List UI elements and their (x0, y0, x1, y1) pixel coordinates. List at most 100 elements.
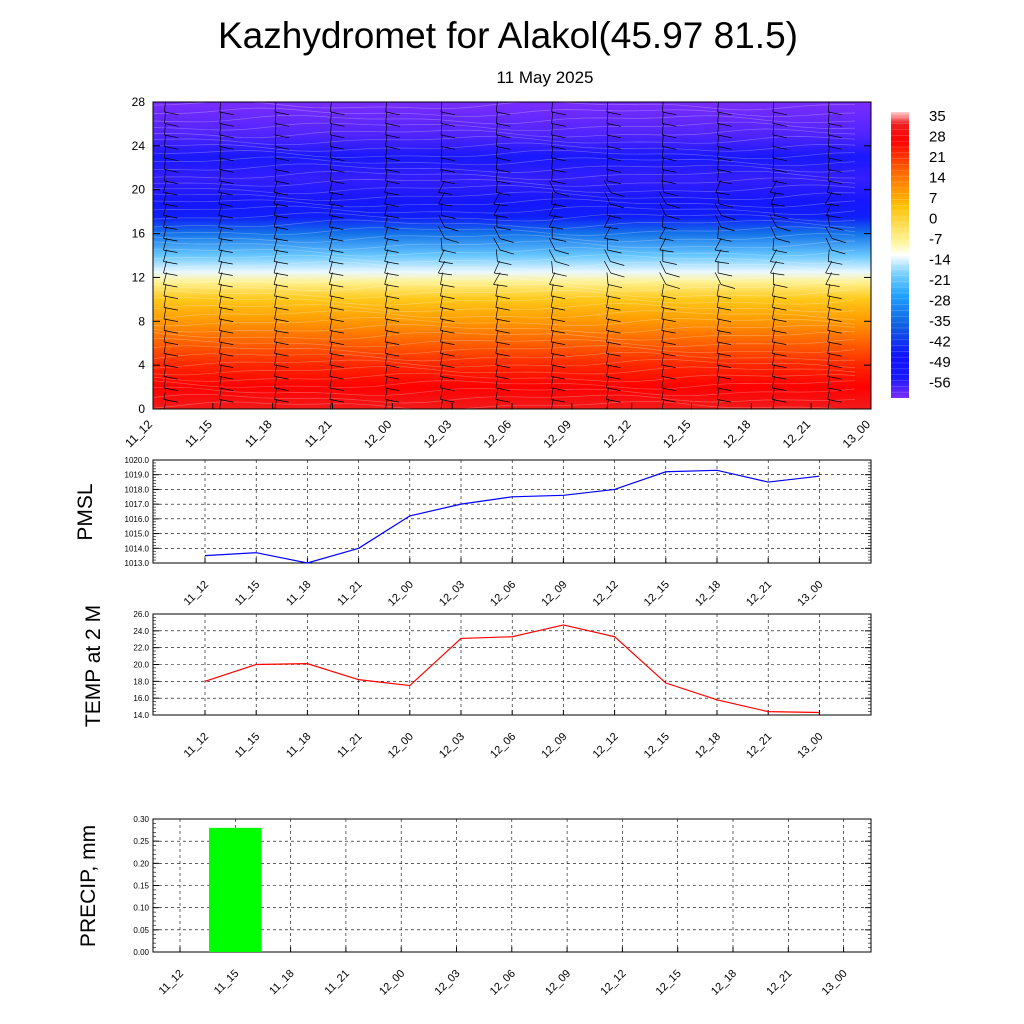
wind-barb (219, 145, 234, 162)
y-tick-label: 1018.0 (125, 485, 150, 494)
contour-line (153, 128, 856, 138)
y-tick-label: 16.0 (133, 694, 149, 703)
wind-barb (329, 214, 344, 230)
wind-barb (606, 122, 622, 139)
precip-bar (209, 827, 262, 952)
wind-barb (440, 168, 456, 185)
wind-barb (661, 145, 677, 162)
y-tick-label: 0.15 (133, 882, 149, 891)
contour-line (153, 324, 856, 334)
wind-barb (606, 341, 621, 357)
wind-barb (274, 398, 278, 409)
wind-barb (218, 191, 233, 207)
wind-barb (825, 260, 840, 276)
colorbar-label: -28 (929, 293, 951, 310)
wind-barb (606, 295, 621, 311)
wind-barb (772, 341, 787, 357)
wind-barb (385, 398, 388, 409)
heatmap-x-tick-label: 12_15 (660, 417, 694, 451)
wind-barb (163, 375, 179, 391)
wind-barb (495, 375, 510, 391)
wind-barb (604, 249, 625, 266)
precip-chart: 0.00 0.05 0.10 0.15 0.20 0.25 0.30 11_12 11_15 11… (133, 815, 871, 998)
wind-barb (163, 318, 179, 334)
contour-line (153, 282, 856, 292)
wind-barb (769, 214, 791, 232)
wind-barb (384, 249, 399, 265)
wind-barb (827, 375, 842, 391)
colorbar-label: 14 (929, 170, 946, 187)
wind-barb (495, 398, 499, 409)
y-tick-label: 14.0 (133, 711, 149, 720)
temp-panel: 14.0 16.0 18.0 20.0 22.0 24.0 26.0 11_12 11_15 11… (82, 605, 872, 761)
wind-barb (603, 180, 625, 197)
wind-barb (659, 237, 674, 253)
contour-line (153, 351, 856, 362)
x-tick-label: 12_18 (693, 731, 723, 761)
wind-barb (440, 237, 457, 254)
wind-barb (330, 134, 345, 150)
wind-barb (661, 122, 677, 139)
x-tick-label: 12_18 (709, 968, 739, 998)
x-tick-label: 12_06 (488, 968, 518, 998)
wind-barb (716, 295, 732, 311)
wind-barb (716, 387, 732, 403)
wind-barb (550, 329, 566, 345)
colorbar-label: -35 (929, 313, 951, 330)
wind-barb (548, 214, 564, 230)
wind-barb (548, 203, 563, 218)
wind-barb (772, 387, 787, 403)
wind-barb (274, 352, 289, 368)
wind-barb (825, 226, 846, 243)
wind-barb (163, 214, 178, 230)
contour-line (153, 219, 856, 229)
wind-barb (772, 168, 787, 185)
wind-barb (219, 168, 234, 185)
wind-barb (329, 226, 344, 242)
wind-barb (496, 145, 511, 162)
y-tick-label: 0.00 (133, 948, 149, 957)
colorbar-label: -42 (929, 334, 951, 351)
wind-barb (827, 341, 842, 357)
x-tick-label: 11_12 (182, 731, 212, 761)
wind-barb (329, 329, 344, 345)
wind-barb (274, 329, 289, 345)
pmsl-panel: 1013.0 1014.0 1015.0 1016.0 1017.0 1018.0 1019… (74, 456, 872, 609)
wind-barb (549, 180, 569, 197)
wind-barb (659, 191, 681, 209)
wind-barb (773, 272, 788, 288)
colorbar-bands (891, 117, 909, 393)
wind-barb (440, 387, 455, 403)
wind-barb (164, 145, 179, 162)
wind-barb (163, 226, 178, 242)
x-tick-label: 12_12 (591, 579, 621, 609)
wind-barb (440, 134, 456, 150)
wind-barb (218, 237, 233, 253)
wind-barb (661, 214, 677, 231)
wind-barb (772, 295, 787, 311)
wind-barb (493, 226, 514, 243)
wind-barb (440, 398, 443, 409)
y-tick-label: 18.0 (133, 677, 149, 686)
wind-barb (825, 191, 840, 207)
wind-barb (661, 157, 677, 173)
heatmap-x-tick-label: 12_03 (421, 417, 455, 451)
wind-barb (772, 111, 787, 127)
x-tick-label: 11_18 (284, 731, 314, 761)
wind-barb (604, 214, 619, 230)
wind-barb (827, 295, 842, 311)
wind-barb (163, 306, 179, 322)
wind-barb (606, 168, 622, 185)
wind-barb (163, 272, 178, 288)
wind-barb (714, 237, 729, 253)
wind-barb (218, 364, 234, 380)
wind-barb (163, 398, 167, 409)
wind-barb (772, 237, 788, 254)
wind-barb (218, 283, 234, 299)
contour-line (153, 212, 856, 222)
contour-line (153, 205, 856, 215)
wind-barb (274, 145, 290, 162)
wind-barb (606, 157, 622, 173)
wind-barb (661, 168, 677, 185)
y-tick-label: 26.0 (133, 610, 149, 619)
